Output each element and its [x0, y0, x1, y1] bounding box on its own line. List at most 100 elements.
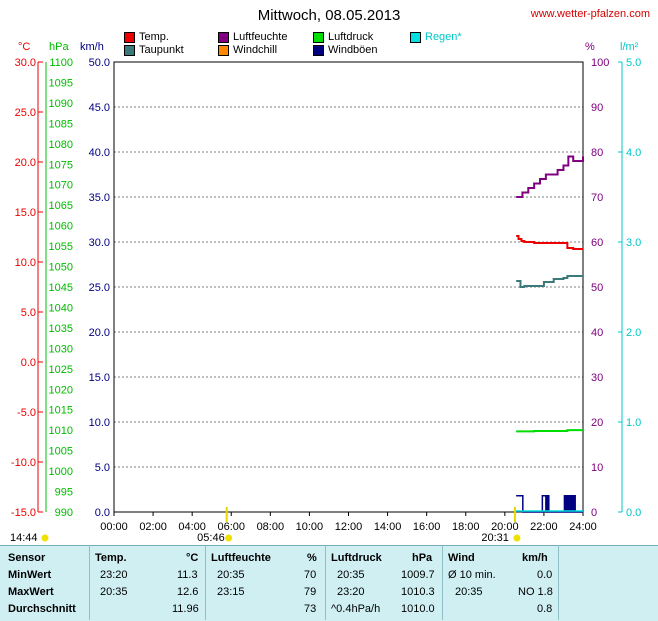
max-hum-time: 23:15: [217, 586, 245, 598]
humidity-tick-label: 40: [591, 327, 603, 339]
legend-pressure: Luftdruck: [313, 31, 373, 43]
sunset-time: 20:31: [481, 532, 509, 544]
temp-tick-label: -10.0: [11, 457, 36, 469]
legend-swatch-rain: [410, 31, 421, 43]
table-header-wind-unit: km/h: [522, 552, 548, 564]
avg-press-value: 1010.0: [401, 603, 435, 615]
table-header-sensor: Sensor: [8, 552, 46, 564]
min-wind-value: 0.0: [537, 569, 553, 581]
time-tick-label: 10:00: [296, 521, 324, 533]
wind-tick-label: 45.0: [89, 102, 110, 114]
humidity-tick-label: 100: [591, 57, 609, 69]
pressure-tick-label: 1030: [49, 343, 73, 355]
time-tick-label: 08:00: [257, 521, 285, 533]
max-hum-value: 79: [304, 586, 317, 598]
time-tick-label: 00:00: [100, 521, 128, 533]
table-header-pressure: Luftdruck: [331, 552, 382, 564]
max-wind-value: NO 1.8: [518, 586, 553, 598]
humidity-tick-label: 90: [591, 102, 603, 114]
temp-tick-label: 10.0: [15, 257, 36, 269]
statistics-table: [0, 545, 658, 621]
pressure-tick-label: 1080: [49, 139, 73, 151]
temp-tick-label: -5.0: [17, 407, 36, 419]
time-tick-label: 04:00: [178, 521, 206, 533]
time-tick-label: 22:00: [530, 521, 558, 533]
rain-tick-label: 0.0: [626, 507, 641, 519]
wind-tick-label: 25.0: [89, 282, 110, 294]
rain-unit-label: l/m²: [620, 41, 639, 53]
max-press-value: 1010.3: [401, 586, 435, 598]
wind-tick-label: 5.0: [95, 462, 110, 474]
legend-swatch-dewpoint: [124, 44, 135, 56]
time-tick-label: 14:00: [374, 521, 402, 533]
pressure-tick-label: 1050: [49, 262, 73, 274]
humidity-tick-label: 50: [591, 282, 603, 294]
legend-label-dewpoint: Taupunkt: [139, 44, 184, 56]
pressure-tick-label: 1010: [49, 425, 73, 437]
weather-chart: 30.0 25.0 20.0 15.0 10.0 5.0 0.0 -5.0 -10.0 -15.0…: [10, 41, 641, 544]
legend-dewpoint: Taupunkt: [124, 44, 184, 56]
series-line-luftdruck: [516, 429, 584, 433]
legend-label-humidity: Luftfeuchte: [233, 31, 288, 43]
humidity-unit-label: %: [585, 41, 595, 53]
time-tick-label: 20:00: [491, 521, 519, 533]
pressure-trend: ^0.4hPa/h: [331, 603, 381, 615]
pressure-tick-label: 1020: [49, 384, 73, 396]
legend-rain: Regen*: [410, 31, 462, 43]
max-temp-time: 20:35: [100, 586, 128, 598]
time-tick-label: 06:00: [217, 521, 245, 533]
pressure-tick-label: 1015: [49, 405, 73, 417]
pressure-tick-label: 1045: [49, 282, 73, 294]
humidity-tick-label: 80: [591, 147, 603, 159]
row-label-min: MinWert: [8, 569, 52, 581]
table-divider: [558, 545, 559, 620]
temp-tick-label: 0.0: [21, 357, 36, 369]
pressure-tick-label: 1100: [49, 57, 73, 69]
wind-tick-label: 0.0: [95, 507, 110, 519]
table-header-wind: Wind: [448, 552, 475, 564]
website-link[interactable]: www.wetter-pfalzen.com: [530, 8, 650, 20]
legend-swatch-gusts: [313, 44, 324, 56]
wind-tick-label: 20.0: [89, 327, 110, 339]
temp-tick-label: 5.0: [21, 307, 36, 319]
table-header-temp: Temp.: [95, 552, 127, 564]
legend-label-rain: Regen*: [425, 31, 462, 43]
series-line-windben: [516, 495, 583, 513]
temp-tick-label: -15.0: [11, 507, 36, 519]
max-press-time: 23:20: [337, 586, 365, 598]
rain-tick-label: 1.0: [626, 417, 641, 429]
time-tick-label: 18:00: [452, 521, 480, 533]
humidity-tick-label: 30: [591, 372, 603, 384]
time-tick-label: 02:00: [139, 521, 167, 533]
avg-hum-value: 73: [304, 603, 317, 615]
rain-tick-label: 2.0: [626, 327, 641, 339]
sunrise-sun-icon: [225, 534, 233, 542]
humidity-tick-label: 60: [591, 237, 603, 249]
pressure-tick-label: 1040: [49, 302, 73, 314]
table-header-humidity: Luftfeuchte: [211, 552, 271, 564]
min-press-time: 20:35: [337, 569, 365, 581]
series-line-temp: [516, 235, 583, 250]
table-divider: [325, 545, 326, 620]
table-divider: [89, 545, 90, 620]
row-label-max: MaxWert: [8, 586, 54, 598]
pressure-tick-label: 1085: [49, 118, 73, 130]
sunrise-time: 05:46: [197, 532, 225, 544]
legend-gusts: Windböen: [313, 44, 378, 56]
pressure-tick-label: 1000: [49, 466, 73, 478]
legend-label-pressure: Luftdruck: [328, 31, 374, 43]
table-divider: [205, 545, 206, 620]
legend-swatch-pressure: [313, 31, 324, 43]
humidity-tick-label: 10: [591, 462, 603, 474]
avg-wind-value: 0.8: [537, 603, 553, 615]
pressure-tick-label: 1070: [49, 180, 73, 192]
pressure-tick-label: 1060: [49, 221, 73, 233]
legend-label-gusts: Windböen: [328, 44, 378, 56]
time-tick-label: 12:00: [335, 521, 363, 533]
wind-tick-label: 40.0: [89, 147, 110, 159]
table-header-humidity-unit: %: [307, 552, 317, 564]
table-header-pressure-unit: hPa: [412, 552, 433, 564]
table-header-temp-unit: °C: [186, 552, 199, 564]
rain-tick-label: 4.0: [626, 147, 641, 159]
humidity-tick-label: 0: [591, 507, 597, 519]
